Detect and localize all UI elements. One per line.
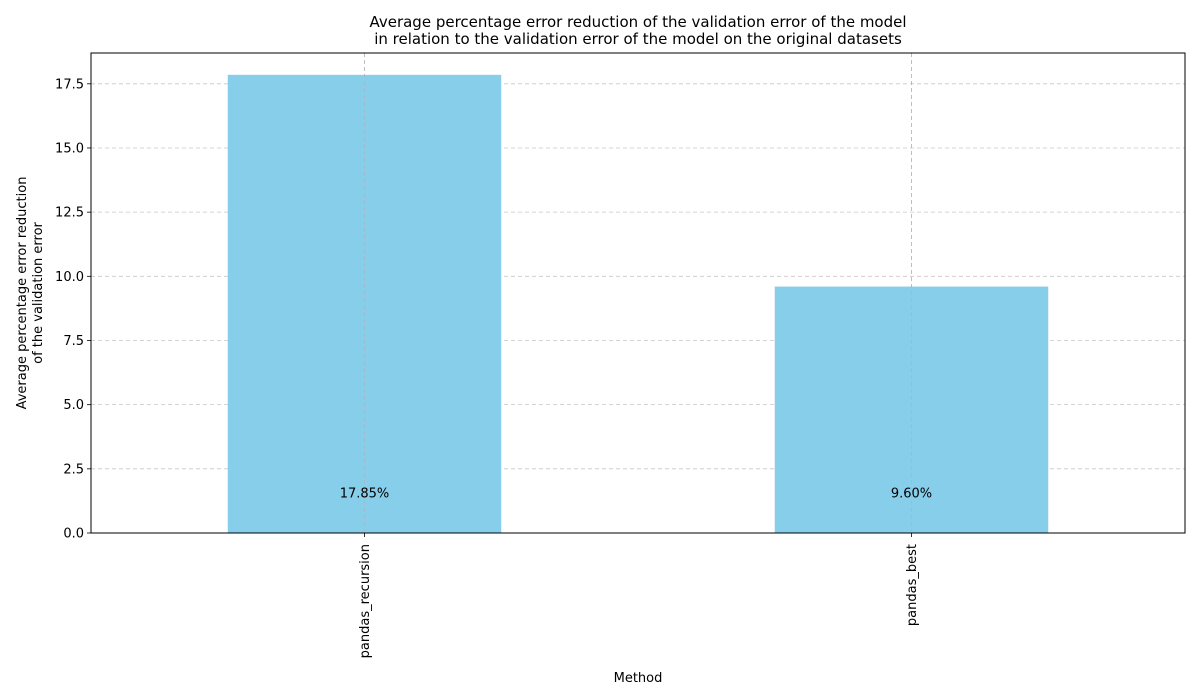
y-axis-label-line2: of the validation error	[31, 221, 46, 363]
plot-frame	[90, 52, 1186, 534]
bar-label-layer: 17.85% 9.60%	[340, 487, 932, 502]
y-tick-label: 10.0	[55, 270, 84, 285]
bar-value-label: 9.60%	[891, 487, 932, 502]
y-tick-label: 2.5	[63, 462, 84, 477]
x-axis-ticks: pandas_recursion pandas_best	[358, 533, 920, 658]
bar-pandas-recursion	[227, 74, 502, 534]
y-tick-label: 7.5	[63, 334, 84, 349]
y-axis-ticks: 0.0 2.5 5.0 7.5 10.0 12.5 15.0 17.5	[55, 77, 91, 542]
y-tick-label: 5.0	[63, 398, 84, 413]
y-tick-label: 12.5	[55, 206, 84, 221]
y-axis-label-line1: Average percentage error reduction	[15, 177, 30, 410]
x-tick-label: pandas_best	[905, 544, 920, 626]
bar-layer	[227, 53, 1049, 534]
x-tick-label: pandas_recursion	[358, 544, 373, 658]
x-axis-label: Method	[614, 671, 663, 686]
bar-value-label: 17.85%	[340, 487, 390, 502]
chart-subtitle: in relation to the validation error of t…	[374, 30, 902, 48]
y-tick-label: 0.0	[63, 527, 84, 542]
y-tick-label: 15.0	[55, 141, 84, 156]
y-tick-label: 17.5	[55, 77, 84, 92]
chart-title: Average percentage error reduction of th…	[369, 13, 906, 31]
